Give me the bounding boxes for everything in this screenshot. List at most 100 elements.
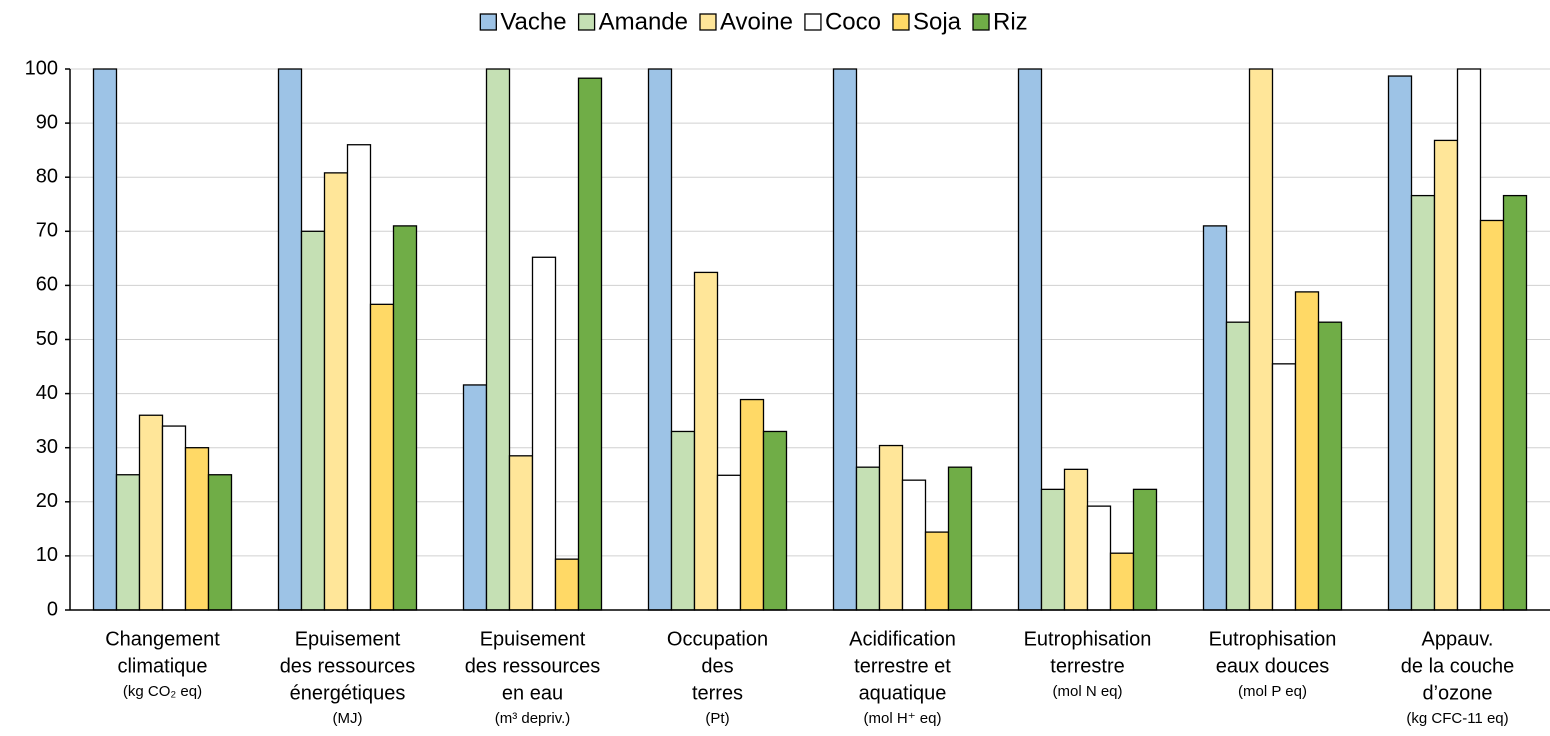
legend-swatch [972,13,990,31]
bar [1248,68,1274,611]
x-tick-label: des [701,655,733,677]
bar [716,474,742,611]
bar [947,466,973,611]
bar [1017,68,1043,611]
bar [901,479,927,611]
y-tick-label: 80 [36,165,58,187]
x-tick-label: Epuisement [295,628,401,650]
bar [531,256,557,611]
x-tick-unit: (Pt) [705,710,729,727]
bar [1294,291,1320,611]
x-tick-label: des ressources [280,655,416,677]
y-tick-label: 60 [36,274,58,296]
bar [647,68,673,611]
bar [1456,68,1482,611]
bar [1109,552,1135,611]
x-tick-label: Occupation [667,628,768,650]
x-tick-label: Acidification [849,628,956,650]
bar [1317,321,1343,611]
x-tick-unit: (m³ depriv.) [495,710,571,727]
bar [485,68,511,611]
x-tick-label: Changement [105,628,220,650]
bar [762,430,788,611]
bar [554,558,580,611]
x-tick-unit: (mol P eq) [1238,683,1307,700]
bar [323,172,349,611]
x-tick-label: en eau [502,682,563,704]
y-tick-label: 70 [36,220,58,242]
x-tick-label: terrestre et [854,655,951,677]
x-tick-label: des ressources [465,655,601,677]
bar [462,384,488,611]
x-tick-label: Appauv. [1422,628,1494,650]
bar [161,425,187,611]
bar [1202,225,1228,611]
y-tick-label: 50 [36,328,58,350]
x-tick-unit: (mol N eq) [1052,683,1122,700]
x-tick-label: énergétiques [290,682,406,704]
legend-label: Coco [825,8,881,35]
bar [1271,363,1297,611]
bar [300,230,326,611]
x-tick-label: Epuisement [480,628,586,650]
bar [739,398,765,611]
y-tick-label: 0 [47,598,58,620]
legend-label: Vache [500,8,566,35]
bar [346,144,372,611]
bar [1479,219,1505,611]
bar [1225,321,1251,611]
legend-label: Amande [599,8,688,35]
y-tick-label: 30 [36,436,58,458]
bar [115,474,141,611]
bar [855,466,881,611]
bar [392,225,418,611]
bar [92,68,118,611]
legend-swatch [479,13,497,31]
bar [1132,488,1158,611]
bar [1063,468,1089,611]
x-tick-unit: (kg CFC-11 eq) [1406,710,1508,727]
bar [1387,75,1413,611]
legend-label: Soja [913,8,962,35]
bar [832,68,858,611]
bar [693,271,719,611]
bar [577,77,603,611]
bar [207,474,233,611]
x-tick-label: climatique [117,655,207,677]
x-tick-label: aquatique [859,682,947,704]
bar [138,414,164,611]
bar [1040,488,1066,611]
y-tick-label: 90 [36,111,58,133]
bar [184,447,210,611]
x-tick-label: eaux douces [1216,655,1329,677]
x-tick-label: Eutrophisation [1209,628,1337,650]
legend-label: Avoine [720,8,793,35]
legend-swatch [804,13,822,31]
legend-swatch [699,13,717,31]
x-tick-label: de la couche [1401,655,1514,677]
legend-swatch [577,13,596,31]
bar [508,455,534,611]
bar [277,68,303,611]
bar [1410,194,1436,611]
bar [924,531,950,611]
x-tick-unit: (kg CO₂ eq) [123,683,202,700]
x-tick-label: Eutrophisation [1024,628,1152,650]
bar [670,430,696,611]
y-tick-label: 20 [36,490,58,512]
legend-label: Riz [993,8,1028,35]
bar [1086,505,1112,611]
x-tick-unit: (mol H⁺ eq) [864,710,942,727]
x-tick-label: d’ozone [1422,682,1492,704]
y-tick-label: 100 [25,57,58,79]
x-tick-unit: (MJ) [333,710,363,727]
bar [878,444,904,611]
x-tick-label: terres [692,682,743,704]
bar [1502,194,1528,611]
legend-swatch [892,13,910,31]
bar [369,303,395,611]
x-tick-label: terrestre [1050,655,1124,677]
y-tick-label: 10 [36,544,58,566]
bar [1433,139,1459,611]
